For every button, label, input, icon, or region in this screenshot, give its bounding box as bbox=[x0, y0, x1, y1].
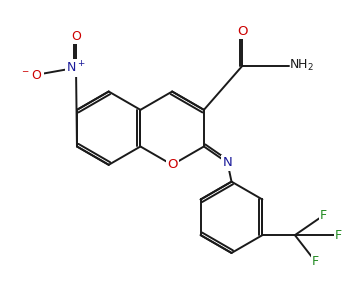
Text: $^-$O: $^-$O bbox=[20, 69, 43, 82]
Text: O: O bbox=[167, 158, 177, 171]
Text: NH$_2$: NH$_2$ bbox=[289, 58, 314, 73]
Text: F: F bbox=[312, 255, 319, 268]
Text: O: O bbox=[71, 30, 81, 42]
Text: F: F bbox=[335, 229, 342, 242]
Text: N: N bbox=[223, 156, 232, 169]
Text: N$^+$: N$^+$ bbox=[66, 60, 86, 75]
Text: F: F bbox=[320, 209, 327, 222]
Text: O: O bbox=[237, 25, 248, 38]
